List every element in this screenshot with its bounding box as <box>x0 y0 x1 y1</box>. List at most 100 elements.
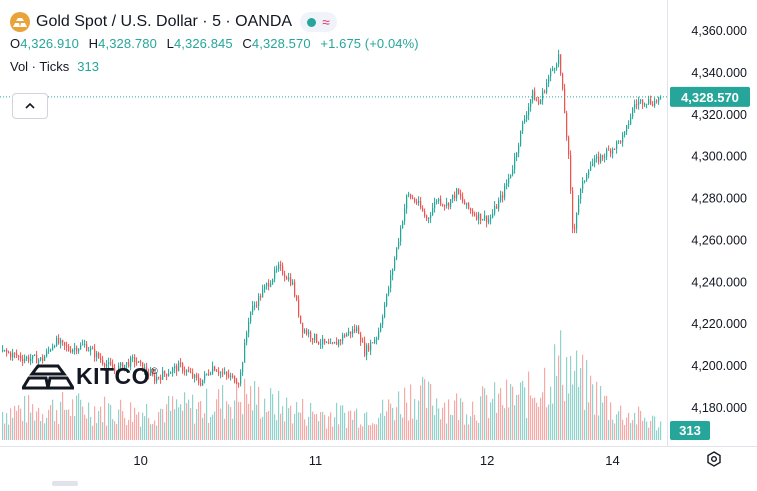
candle-body <box>570 154 572 191</box>
candle-body <box>368 345 370 351</box>
volume-bar <box>182 410 184 440</box>
candle-body <box>8 352 10 354</box>
volume-bar <box>442 407 444 440</box>
volume-bar <box>234 400 236 440</box>
y-tick-label: 4,220.000 <box>691 317 747 331</box>
volume-bar <box>88 402 90 440</box>
candle-body <box>510 174 512 178</box>
candle-body <box>484 215 486 220</box>
candle-body <box>366 345 368 356</box>
candle-body <box>272 279 274 284</box>
volume-bar <box>184 392 186 440</box>
candle-body <box>150 371 152 376</box>
candle-body <box>592 163 594 167</box>
candle-body <box>20 355 22 359</box>
volume-bar <box>420 385 422 440</box>
candle-body <box>110 361 112 365</box>
candle-body <box>190 371 192 373</box>
volume-bar <box>480 396 482 440</box>
volume-value-badge[interactable] <box>670 421 710 440</box>
candle-body <box>160 377 162 380</box>
volume-bar <box>300 412 302 440</box>
volume-bar <box>374 424 376 440</box>
candle-body <box>306 330 308 335</box>
candle-body <box>106 364 108 367</box>
candle-body <box>498 200 500 209</box>
volume-bar <box>610 402 612 440</box>
candle-body <box>244 342 246 363</box>
candle-body <box>606 149 608 157</box>
volume-bar <box>226 401 228 440</box>
volume-bar <box>84 414 86 440</box>
volume-bar <box>102 422 104 440</box>
candle-body <box>542 91 544 100</box>
candle-body <box>344 335 346 337</box>
y-tick-label: 4,340.000 <box>691 66 747 80</box>
chart-settings-gear-icon[interactable] <box>707 451 721 467</box>
candle-body <box>466 202 468 205</box>
volume-bar <box>210 417 212 440</box>
volume-bar <box>608 419 610 440</box>
volume-bar <box>166 404 168 440</box>
volume-bar <box>114 421 116 440</box>
volume-bar <box>18 405 20 440</box>
candle-body <box>416 201 418 204</box>
volume-bar <box>86 418 88 440</box>
volume-bar <box>626 417 628 440</box>
volume-bar <box>136 414 138 440</box>
candle-body <box>28 357 30 362</box>
time-scroll-handle[interactable] <box>52 481 78 486</box>
volume-bar <box>476 420 478 440</box>
volume-bar <box>518 394 520 440</box>
candle-body <box>424 211 426 216</box>
candle-body <box>448 202 450 207</box>
volume-bar <box>204 413 206 440</box>
volume-bar <box>478 422 480 440</box>
candle-body <box>312 338 314 341</box>
volume-bar <box>328 416 330 440</box>
volume-bar <box>258 386 260 440</box>
last-price-badge[interactable] <box>670 86 750 107</box>
volume-bar <box>154 420 156 440</box>
candle-body <box>582 181 584 190</box>
candle-body <box>228 374 230 377</box>
market-status-pill[interactable]: ≈ <box>300 12 337 32</box>
candle-body <box>454 194 456 199</box>
candle-body <box>618 140 620 142</box>
volume-bar <box>284 421 286 440</box>
volume-bar <box>470 416 472 440</box>
volume-bar <box>596 381 598 440</box>
symbol-title-row[interactable]: Gold Spot / U.S. Dollar · 5 · OANDA ≈ <box>10 10 425 34</box>
chart-legend: Gold Spot / U.S. Dollar · 5 · OANDA ≈ O4… <box>10 10 425 74</box>
candle-body <box>330 342 332 344</box>
volume-bar <box>530 395 532 440</box>
candle-body <box>546 83 548 93</box>
candle-body <box>450 199 452 207</box>
gold-symbol-icon <box>10 12 30 32</box>
candle-body <box>500 195 502 201</box>
candle-body <box>216 370 218 372</box>
volume-bar <box>72 399 74 440</box>
volume-bar <box>544 367 546 440</box>
volume-bar <box>94 406 96 440</box>
open-label: O <box>10 36 21 51</box>
volume-bar <box>340 405 342 440</box>
candle-body <box>584 180 586 182</box>
volume-legend[interactable]: Vol · Ticks 313 <box>10 59 425 74</box>
candle-body <box>34 355 36 357</box>
volume-bar <box>548 404 550 440</box>
volume-bar <box>158 412 160 440</box>
candle-body <box>652 103 654 106</box>
candle-body <box>524 119 526 123</box>
candle-body <box>96 352 98 358</box>
candle-body <box>354 329 356 332</box>
candle-body <box>112 364 114 369</box>
candle-body <box>588 170 590 176</box>
price-scale-panel[interactable] <box>667 0 757 486</box>
volume-bar <box>636 424 638 440</box>
volume-bar <box>586 360 588 440</box>
collapse-legend-button[interactable] <box>12 93 48 119</box>
volume-bar <box>650 420 652 440</box>
